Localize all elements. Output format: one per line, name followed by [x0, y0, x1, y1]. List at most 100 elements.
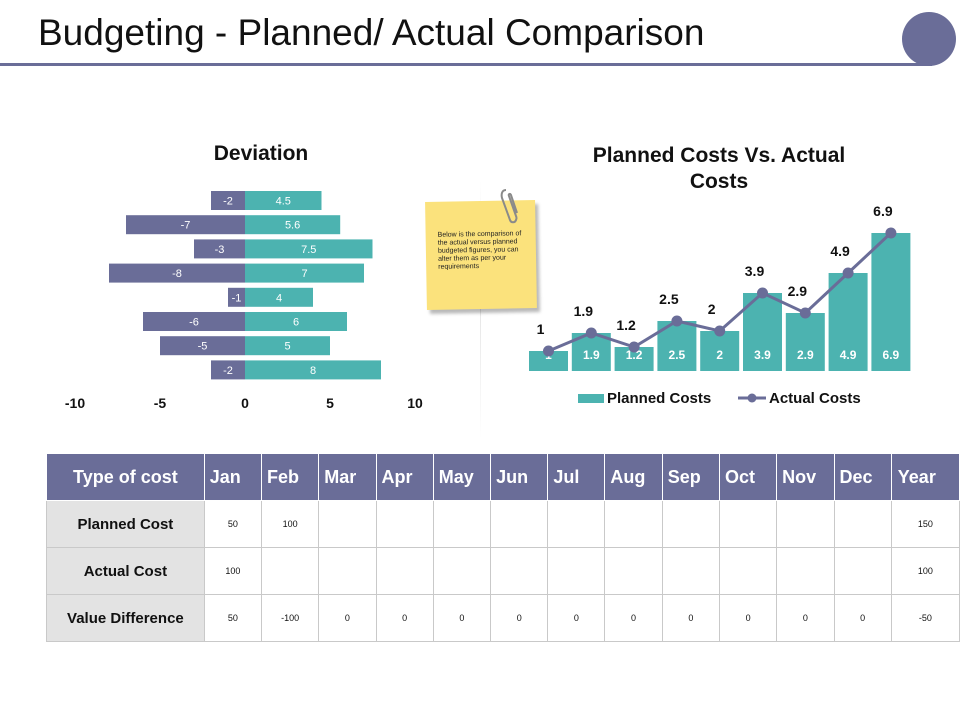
- deviation-bar-positive: [245, 312, 347, 331]
- actual-cost-point: [842, 267, 854, 279]
- actual-cost-point: [671, 315, 683, 327]
- header-cell: Jun: [490, 453, 549, 501]
- deviation-label-negative: -2: [223, 365, 233, 377]
- actual-cost-data-label: 2: [708, 301, 716, 317]
- deviation-bar-positive: [245, 215, 341, 235]
- deviation-bar-positive: [245, 191, 322, 210]
- header-cell: Aug: [604, 453, 663, 501]
- deviation-label-negative: -3: [215, 244, 225, 256]
- header-cell: Feb: [260, 453, 320, 501]
- deviation-label-positive: 7.5: [301, 244, 316, 256]
- legend-planned-swatch: [578, 394, 604, 403]
- planned-cost-bar-label: 2.9: [797, 348, 814, 362]
- table-cell: 100: [203, 547, 263, 595]
- deviation-bar-positive: [245, 287, 313, 307]
- table-cell: [661, 500, 721, 548]
- deviation-bar-positive: [245, 263, 364, 283]
- header-cell: Type of cost: [46, 453, 205, 501]
- deviation-bar-negative: [126, 215, 245, 235]
- deviation-tick-label: 10: [407, 395, 423, 411]
- planned-cost-bar: [828, 273, 868, 371]
- table-cell: [375, 547, 434, 595]
- table-cell: 0: [833, 594, 892, 642]
- deviation-bar-negative: [194, 239, 245, 259]
- deviation-bar-positive: [245, 360, 381, 380]
- header-cell: Nov: [776, 453, 835, 501]
- deviation-label-positive: 6: [293, 317, 299, 329]
- planned-vs-actual-chart: Planned Costs Vs. Actual Costs 1 1.9 1.2 2.5 2…: [529, 144, 911, 407]
- row-label: Actual Cost: [46, 547, 205, 595]
- actual-cost-point: [757, 287, 768, 299]
- deviation-bar-positive: [245, 239, 373, 259]
- deviation-title: Deviation: [214, 142, 309, 165]
- table-cell: 0: [604, 594, 663, 642]
- deviation-label-positive: 4.5: [276, 196, 291, 208]
- actual-cost-point: [628, 341, 640, 353]
- deviation-tick-label: 5: [326, 395, 334, 411]
- table-cell: [490, 500, 549, 548]
- table-cell: [432, 500, 492, 548]
- table-cell: 0: [547, 594, 606, 642]
- deviation-label-negative: -7: [181, 220, 191, 232]
- deviation-bar-negative: [109, 263, 245, 283]
- table-cell: [604, 547, 663, 595]
- planned-cost-bar-label: 2: [716, 348, 723, 362]
- table-cell: 0: [718, 594, 778, 642]
- table-row: Planned Cost 50 100 150: [46, 500, 960, 548]
- row-label: Planned Cost: [46, 500, 205, 548]
- deviation-tick-label: 0: [241, 395, 249, 411]
- actual-cost-point: [714, 325, 726, 337]
- planned-cost-bar-label: 3.9: [754, 348, 771, 362]
- table-cell: [375, 500, 434, 548]
- table-cell: [776, 500, 835, 548]
- deviation-label-negative: -6: [189, 317, 199, 329]
- table-cell: [490, 547, 549, 595]
- deviation-bar-negative: [160, 336, 245, 356]
- header-cell: Sep: [661, 453, 721, 501]
- legend-actual-label: Actual Costs: [769, 390, 861, 407]
- header-cell: Apr: [375, 453, 434, 501]
- deviation-label-positive: 4: [276, 292, 282, 304]
- actual-cost-data-label: 4.9: [830, 243, 850, 259]
- table-cell: 0: [490, 594, 549, 642]
- planned-cost-bar-label: 4.9: [840, 348, 857, 362]
- table-cell: 0: [661, 594, 721, 642]
- actual-cost-data-label: 6.9: [873, 203, 893, 219]
- row-label: Value Difference: [46, 594, 205, 642]
- deviation-chart: Deviation-2-7-3-8-1-6-5-24.55.67.574658-…: [65, 142, 423, 411]
- header-cell: Jul: [547, 453, 606, 501]
- table-cell: [318, 547, 377, 595]
- table-cell: 50: [203, 594, 263, 642]
- deviation-tick-label: -5: [154, 395, 167, 411]
- planned-cost-bar: [871, 233, 911, 371]
- table-cell: [833, 500, 892, 548]
- actual-cost-point: [885, 227, 897, 239]
- actual-cost-data-label: 2.9: [788, 283, 808, 299]
- table-cell: 150: [890, 500, 960, 548]
- planned-cost-bar-label: 6.9: [883, 348, 900, 362]
- table-row: Actual Cost 100 100: [46, 547, 960, 595]
- planned-cost-bar-label: 1.2: [626, 348, 643, 362]
- pc-title-line: Costs: [690, 170, 748, 193]
- table-cell: 0: [318, 594, 377, 642]
- table-cell: -50: [890, 594, 960, 642]
- pc-title-line: Planned Costs Vs. Actual: [593, 144, 845, 167]
- header-cell: Year: [890, 453, 960, 501]
- table-cell: [718, 547, 778, 595]
- cost-table: Type of cost Jan Feb Mar Apr May Jun Jul…: [46, 453, 960, 642]
- title-circle-decoration: [902, 12, 956, 66]
- planned-cost-bar-label: 1.9: [583, 348, 600, 362]
- header-cell: Oct: [718, 453, 778, 501]
- legend-actual-marker: [747, 393, 757, 403]
- actual-cost-data-label: 2.5: [659, 291, 679, 307]
- paperclip-icon: [500, 189, 518, 224]
- chart-divider: [480, 180, 481, 440]
- deviation-bar-negative: [143, 312, 245, 331]
- table-cell: 100: [890, 547, 960, 595]
- page-title: Budgeting - Planned/ Actual Comparison: [38, 12, 705, 53]
- table-cell: [661, 547, 721, 595]
- deviation-label-negative: -1: [232, 292, 242, 304]
- deviation-bar-positive: [245, 336, 330, 356]
- deviation-label-positive: 5.6: [285, 220, 300, 232]
- deviation-label-positive: 5: [284, 341, 290, 353]
